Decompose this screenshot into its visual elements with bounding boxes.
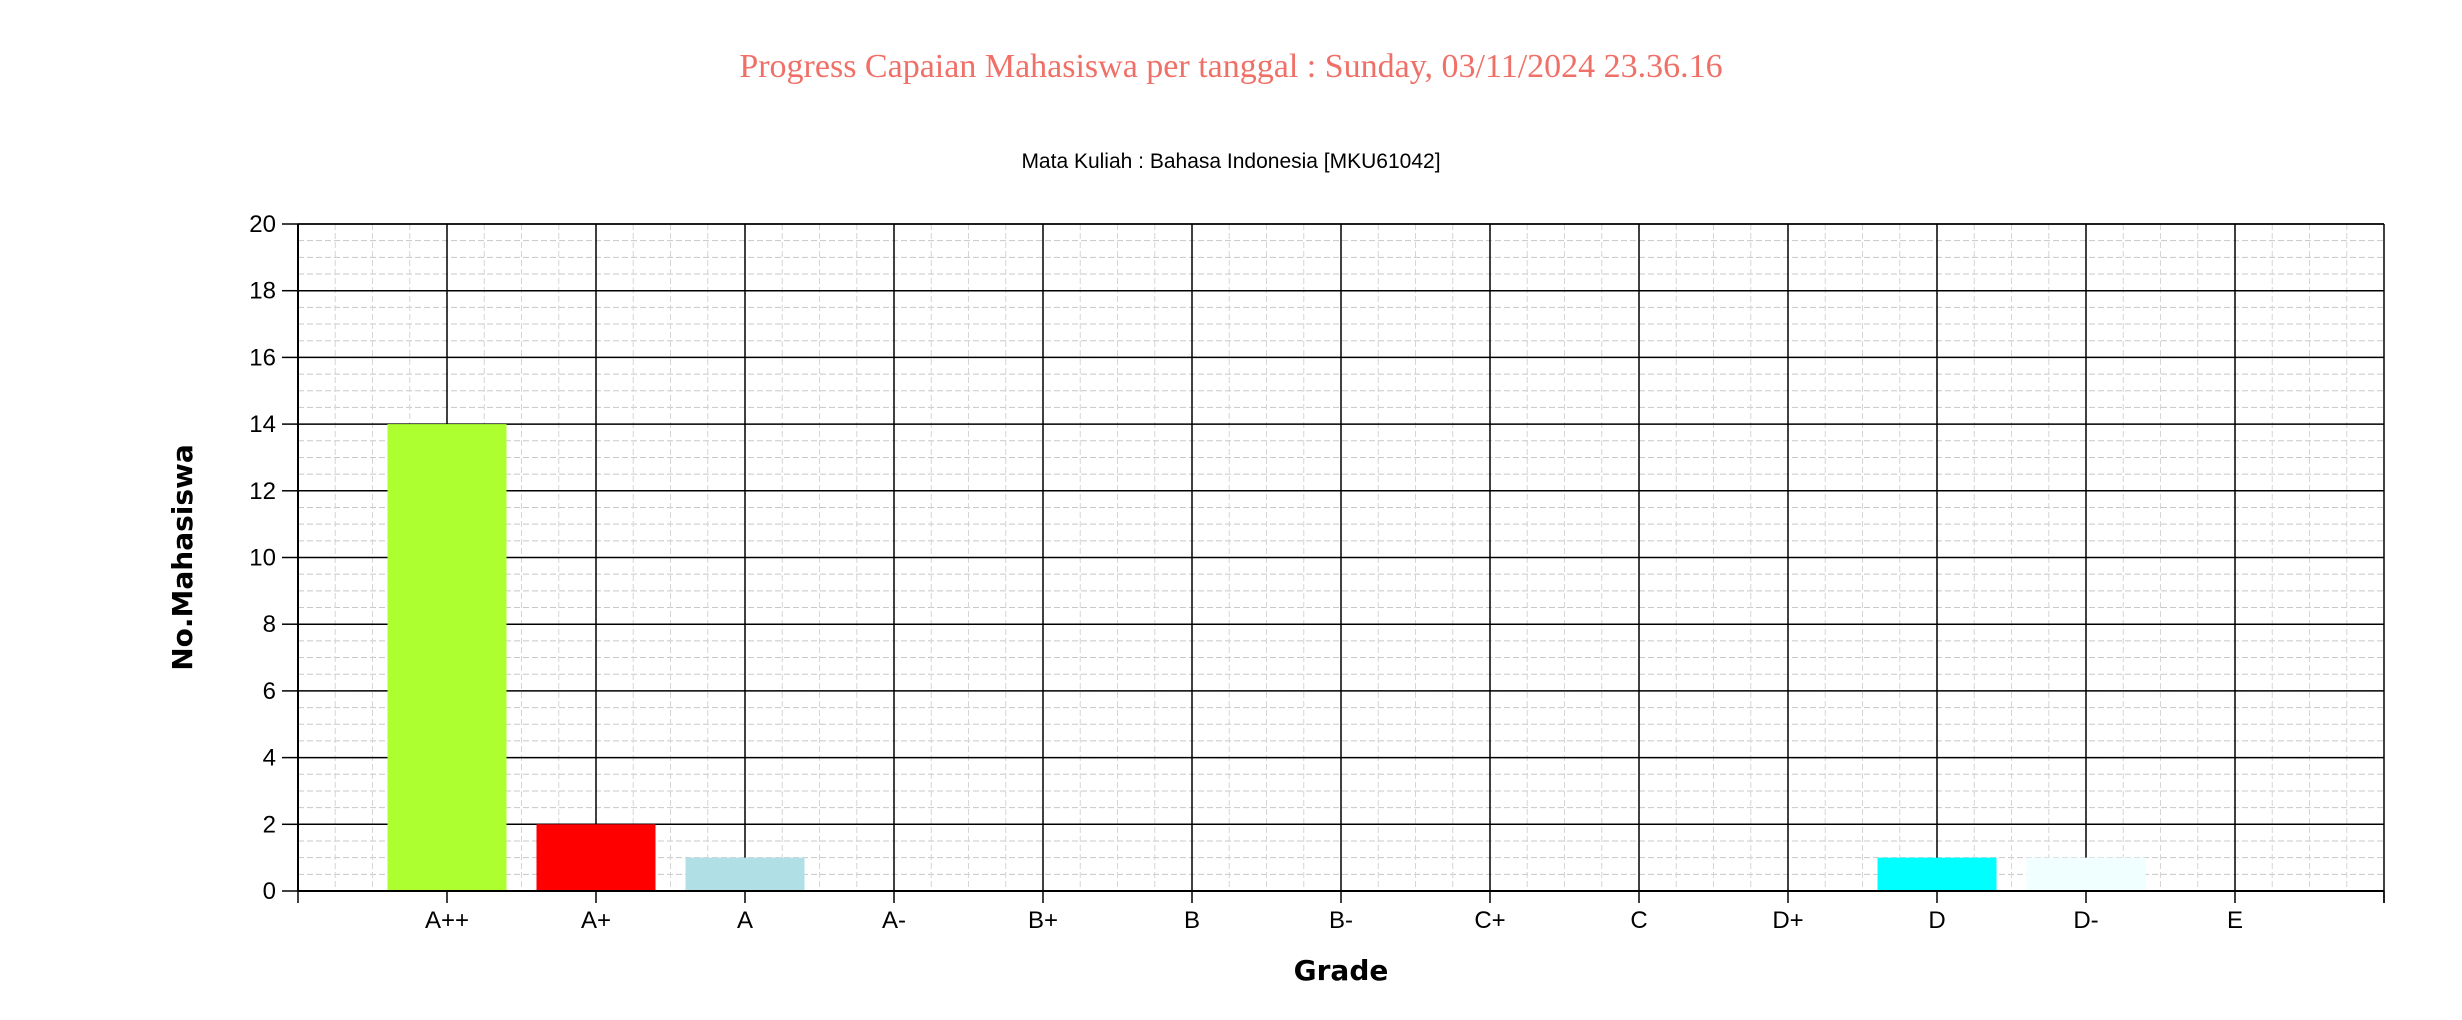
x-tick-label: C+: [1474, 907, 1505, 934]
x-tick-label: D+: [1772, 907, 1803, 934]
x-tick-label: C: [1630, 907, 1647, 934]
x-tick-label: A: [737, 907, 753, 934]
bar-A+: [536, 824, 656, 891]
x-tick-label: A+: [581, 907, 611, 934]
x-tick-label: B+: [1028, 907, 1058, 934]
bar-A++: [387, 424, 507, 891]
x-tick-label: B-: [1329, 907, 1353, 934]
y-tick-label: 20: [249, 211, 276, 238]
y-tick-label: 14: [249, 411, 276, 438]
x-tick-label: D: [1928, 907, 1945, 934]
x-tick-label: B: [1184, 907, 1200, 934]
x-tick-label: A++: [425, 907, 469, 934]
chart-title: Mata Kuliah : Bahasa Indonesia [MKU61042…: [1021, 150, 1441, 173]
bars: [387, 424, 2146, 891]
y-tick-label: 10: [249, 545, 276, 572]
y-tick-label: 8: [263, 611, 276, 638]
y-tick-label: 6: [263, 678, 276, 705]
y-axis-title: No.Mahasiswa: [166, 444, 199, 671]
page-title: Progress Capaian Mahasiswa per tanggal :…: [739, 48, 1723, 85]
x-tick-label: E: [2227, 907, 2243, 934]
y-tick-label: 0: [263, 878, 276, 905]
y-tick-label: 12: [249, 478, 276, 505]
y-tick-label: 4: [263, 745, 276, 772]
bar-D-: [2026, 857, 2146, 891]
y-tick-label: 2: [263, 811, 276, 838]
bar-A: [685, 857, 805, 891]
bar-D: [1877, 857, 1997, 891]
y-tick-label: 16: [249, 344, 276, 371]
x-tick-label: D-: [2073, 907, 2098, 934]
x-axis-ticks: A++ A+ A A- B+ B B- C+ C D+ D D- E: [297, 891, 2385, 934]
x-tick-label: A-: [882, 907, 906, 934]
x-axis-title: Grade: [1294, 954, 1389, 987]
y-tick-label: 18: [249, 278, 276, 305]
y-axis-ticks: 0 2 4 6 8 10 12 14 16 18 20: [249, 211, 298, 905]
